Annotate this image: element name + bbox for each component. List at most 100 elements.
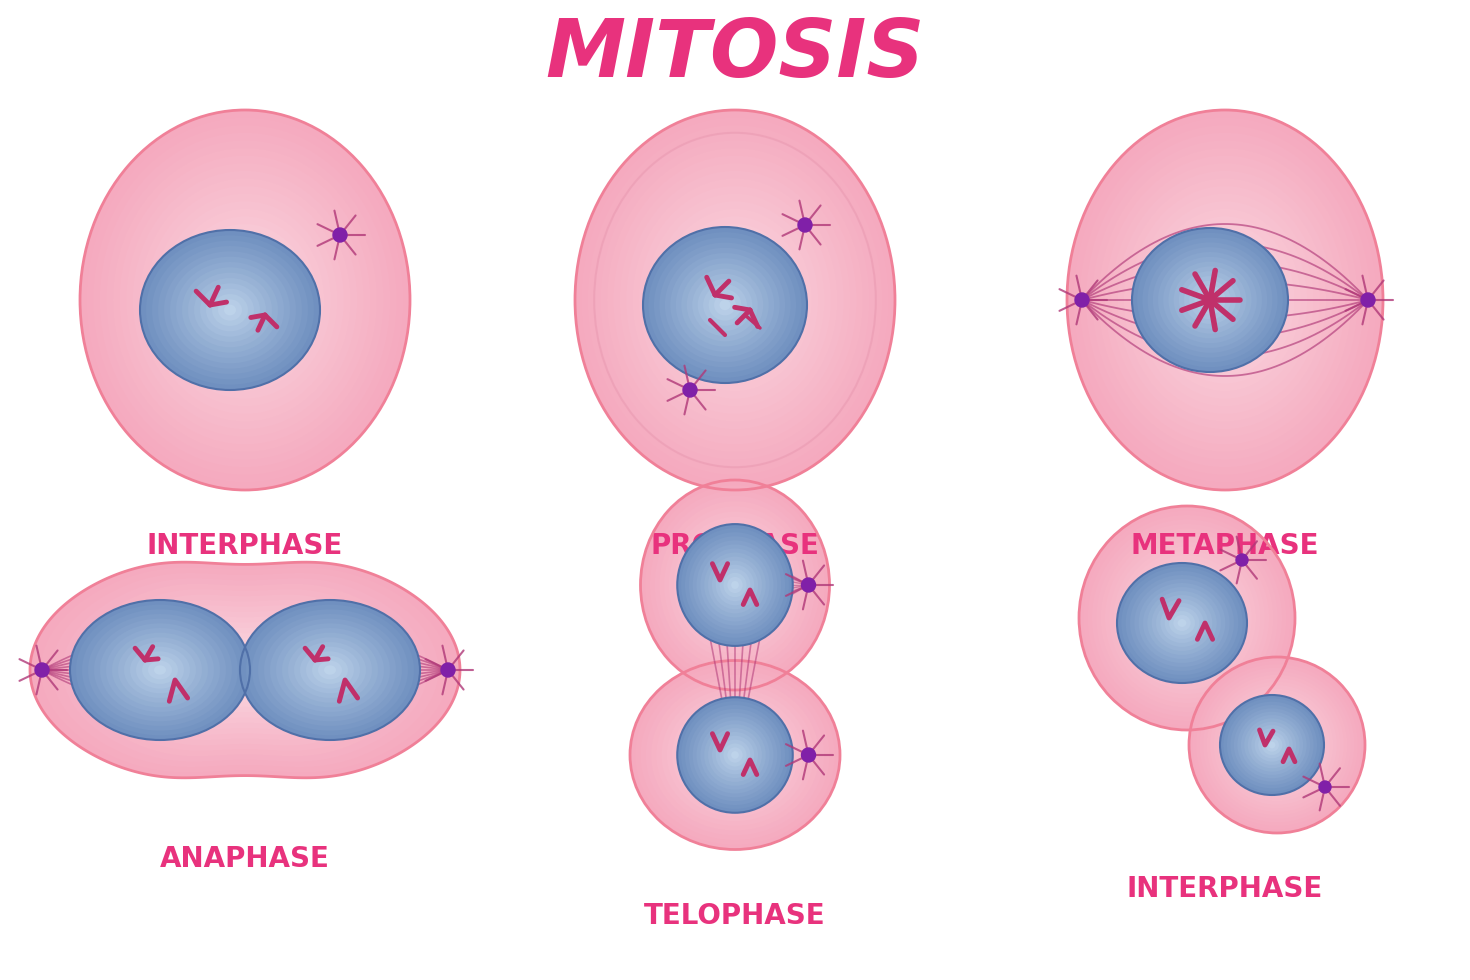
Ellipse shape [171,257,290,364]
Ellipse shape [720,569,750,601]
Polygon shape [234,664,256,675]
Ellipse shape [106,628,215,712]
Ellipse shape [294,642,366,698]
Ellipse shape [1244,718,1299,771]
Ellipse shape [719,300,731,311]
Ellipse shape [651,679,819,831]
Ellipse shape [1142,201,1307,399]
Ellipse shape [148,661,172,679]
Ellipse shape [1252,720,1301,769]
Ellipse shape [300,647,360,693]
Ellipse shape [720,740,750,770]
Ellipse shape [1117,171,1332,429]
Ellipse shape [1189,657,1366,833]
Ellipse shape [575,110,895,490]
Ellipse shape [1126,556,1248,681]
Ellipse shape [182,268,278,353]
Ellipse shape [1148,577,1226,659]
Ellipse shape [1164,607,1200,639]
Text: METAPHASE: METAPHASE [1130,532,1319,560]
Ellipse shape [678,697,792,812]
Ellipse shape [219,270,272,330]
Ellipse shape [588,125,882,474]
Ellipse shape [240,600,420,740]
Ellipse shape [1155,217,1295,383]
Ellipse shape [716,564,754,606]
Ellipse shape [1175,239,1276,361]
Polygon shape [181,638,310,703]
Ellipse shape [660,243,791,368]
Circle shape [684,383,697,397]
Ellipse shape [664,507,806,663]
Ellipse shape [686,269,763,341]
Ellipse shape [1269,742,1276,749]
Ellipse shape [678,524,792,646]
Ellipse shape [1135,579,1230,667]
Ellipse shape [188,272,272,347]
Ellipse shape [639,186,831,414]
Ellipse shape [689,536,781,634]
Ellipse shape [728,577,742,593]
Ellipse shape [692,538,778,632]
Ellipse shape [688,532,782,638]
Ellipse shape [225,277,265,322]
Ellipse shape [1170,600,1204,636]
Ellipse shape [650,491,820,679]
Circle shape [1361,293,1374,307]
Ellipse shape [710,270,760,330]
Ellipse shape [1114,542,1260,694]
Ellipse shape [664,217,806,383]
Ellipse shape [1130,575,1233,671]
Ellipse shape [697,255,773,346]
Ellipse shape [1111,164,1339,437]
Ellipse shape [251,610,409,731]
Ellipse shape [720,568,750,602]
Ellipse shape [667,694,803,816]
Ellipse shape [1194,262,1257,338]
Ellipse shape [129,647,190,693]
Ellipse shape [1125,178,1326,421]
Ellipse shape [1101,528,1273,708]
Ellipse shape [100,133,390,467]
Ellipse shape [106,140,384,460]
Ellipse shape [113,148,376,452]
Ellipse shape [212,294,248,326]
Ellipse shape [1158,252,1263,348]
Ellipse shape [238,292,251,308]
Polygon shape [41,567,450,772]
Ellipse shape [681,264,769,347]
Ellipse shape [1183,613,1191,622]
Ellipse shape [731,580,739,590]
Ellipse shape [1219,292,1232,308]
Ellipse shape [1169,231,1282,368]
Ellipse shape [1138,233,1283,368]
Ellipse shape [312,656,348,684]
Ellipse shape [1117,563,1247,683]
Ellipse shape [731,581,739,589]
Ellipse shape [151,241,309,379]
Ellipse shape [1251,725,1292,765]
Ellipse shape [731,751,739,759]
Ellipse shape [112,633,207,708]
Ellipse shape [1122,551,1252,685]
Ellipse shape [1173,267,1247,333]
Ellipse shape [1210,678,1344,811]
Ellipse shape [245,605,415,735]
Ellipse shape [1083,511,1291,725]
Ellipse shape [143,656,178,684]
Ellipse shape [685,532,785,638]
Ellipse shape [685,705,785,805]
Ellipse shape [193,239,298,361]
Ellipse shape [1207,674,1348,815]
Ellipse shape [684,527,786,643]
Ellipse shape [1163,257,1257,343]
Ellipse shape [711,732,759,778]
Ellipse shape [1214,682,1341,808]
Ellipse shape [1227,696,1326,794]
Ellipse shape [725,746,745,764]
Ellipse shape [1205,295,1216,305]
Ellipse shape [1144,587,1222,659]
Ellipse shape [1139,568,1235,667]
Ellipse shape [306,652,354,689]
Ellipse shape [1255,728,1289,761]
